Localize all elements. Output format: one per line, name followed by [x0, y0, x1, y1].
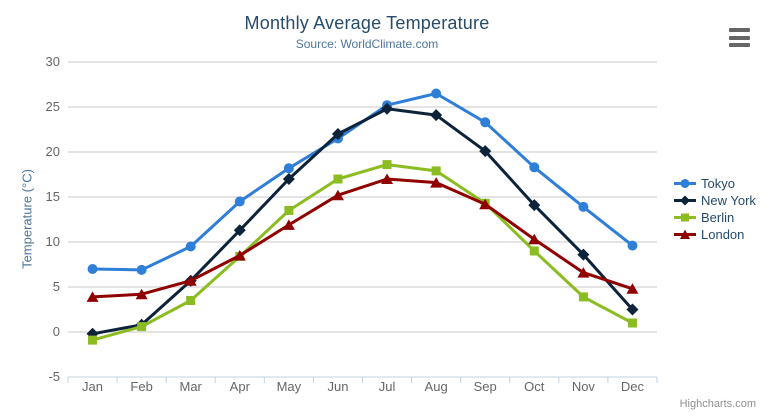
- data-point-london-may[interactable]: [282, 219, 295, 230]
- x-axis-label: Sep: [474, 379, 497, 394]
- x-axis-label: Oct: [524, 379, 545, 394]
- legend-item-tokyo[interactable]: Tokyo: [674, 176, 756, 191]
- y-axis-tick-label: 0: [53, 324, 60, 339]
- series-line-new-york: [91, 107, 634, 336]
- data-point-berlin-aug[interactable]: [431, 166, 441, 176]
- data-point-london-mar[interactable]: [184, 275, 197, 286]
- data-point-berlin-may[interactable]: [284, 206, 294, 215]
- data-point-london-apr[interactable]: [233, 250, 246, 261]
- data-point-new-york-apr[interactable]: [233, 224, 246, 237]
- x-axis-label: Jul: [379, 379, 396, 394]
- y-axis-tick-label: 15: [46, 189, 60, 204]
- data-point-london-nov[interactable]: [577, 267, 590, 278]
- data-point-tokyo-aug[interactable]: [431, 88, 442, 99]
- data-point-tokyo-jan[interactable]: [87, 264, 98, 274]
- data-point-new-york-jul[interactable]: [381, 102, 394, 115]
- legend-item-new-york[interactable]: New York: [674, 193, 756, 208]
- legend-label: Tokyo: [701, 176, 735, 191]
- data-point-london-dec[interactable]: [626, 283, 639, 294]
- data-point-london-sep[interactable]: [479, 198, 492, 210]
- x-axis-label: May: [277, 379, 302, 394]
- y-axis-tick-label: 30: [46, 54, 60, 69]
- data-point-tokyo-apr[interactable]: [234, 196, 245, 207]
- series-line-london: [91, 177, 634, 299]
- data-point-london-jul[interactable]: [381, 173, 394, 185]
- y-axis-tick-label: 25: [46, 99, 60, 114]
- data-point-new-york-jun[interactable]: [331, 128, 344, 140]
- legend-item-london[interactable]: London: [674, 227, 756, 242]
- data-point-berlin-dec[interactable]: [627, 318, 637, 328]
- data-point-tokyo-may[interactable]: [283, 163, 294, 174]
- data-point-berlin-nov[interactable]: [578, 292, 588, 302]
- data-point-berlin-oct[interactable]: [529, 246, 539, 256]
- x-axis-label: Jan: [82, 379, 103, 394]
- context-menu-button[interactable]: [729, 28, 750, 47]
- data-point-london-feb[interactable]: [135, 288, 148, 300]
- data-point-new-york-sep[interactable]: [479, 145, 492, 158]
- legend: Tokyo New York Berlin London: [674, 176, 756, 242]
- legend-label: New York: [701, 193, 756, 208]
- hamburger-menu-icon: [729, 43, 750, 47]
- data-point-tokyo-dec[interactable]: [627, 240, 638, 251]
- data-point-tokyo-oct[interactable]: [529, 162, 540, 173]
- highcharts-credit-link[interactable]: Highcharts.com: [679, 398, 756, 410]
- data-point-tokyo-nov[interactable]: [578, 201, 589, 212]
- data-point-new-york-nov[interactable]: [577, 248, 590, 261]
- y-axis-title: Temperature (°C): [19, 169, 35, 269]
- x-axis-label: Mar: [180, 379, 203, 394]
- legend-triangle-up-icon: [674, 229, 696, 239]
- y-axis-tick-label: 10: [46, 234, 60, 249]
- data-point-tokyo-feb[interactable]: [136, 264, 147, 275]
- legend-label: Berlin: [701, 210, 735, 225]
- x-axis-label: Feb: [130, 379, 152, 394]
- y-axis-tick-label: 20: [46, 144, 60, 159]
- data-point-london-jun[interactable]: [331, 189, 344, 201]
- data-point-london-aug[interactable]: [430, 177, 443, 188]
- data-point-berlin-mar[interactable]: [186, 296, 196, 305]
- data-point-new-york-aug[interactable]: [430, 109, 443, 122]
- x-axis-label: Aug: [425, 379, 448, 394]
- data-point-tokyo-mar[interactable]: [185, 241, 196, 252]
- x-axis-label: Apr: [230, 379, 251, 394]
- chart-title: Monthly Average Temperature: [244, 13, 490, 33]
- data-point-berlin-jul[interactable]: [382, 160, 392, 170]
- x-axis-label: Jun: [327, 379, 348, 394]
- hamburger-menu-icon: [729, 35, 750, 40]
- x-axis-label: Dec: [621, 379, 645, 394]
- series-line-berlin: [91, 163, 634, 342]
- y-axis-tick-label: -5: [48, 369, 60, 384]
- x-axis-label: Nov: [572, 379, 596, 394]
- data-point-berlin-feb[interactable]: [137, 322, 147, 332]
- y-axis-tick-label: 5: [53, 279, 60, 294]
- data-point-berlin-jun[interactable]: [333, 174, 343, 184]
- legend-diamond-icon: [674, 195, 696, 206]
- data-point-london-jan[interactable]: [86, 291, 99, 302]
- data-point-new-york-dec[interactable]: [626, 303, 639, 316]
- data-point-berlin-jan[interactable]: [88, 335, 98, 345]
- hamburger-menu-icon: [729, 28, 750, 32]
- legend-item-berlin[interactable]: Berlin: [674, 210, 756, 225]
- data-point-london-oct[interactable]: [528, 233, 541, 245]
- data-point-tokyo-sep[interactable]: [480, 117, 491, 128]
- data-point-new-york-may[interactable]: [282, 173, 295, 185]
- data-point-new-york-oct[interactable]: [528, 199, 541, 212]
- legend-square-icon: [674, 213, 696, 222]
- chart-subtitle: Source: WorldClimate.com: [295, 37, 439, 51]
- legend-circle-icon: [674, 179, 696, 188]
- legend-label: London: [701, 227, 745, 242]
